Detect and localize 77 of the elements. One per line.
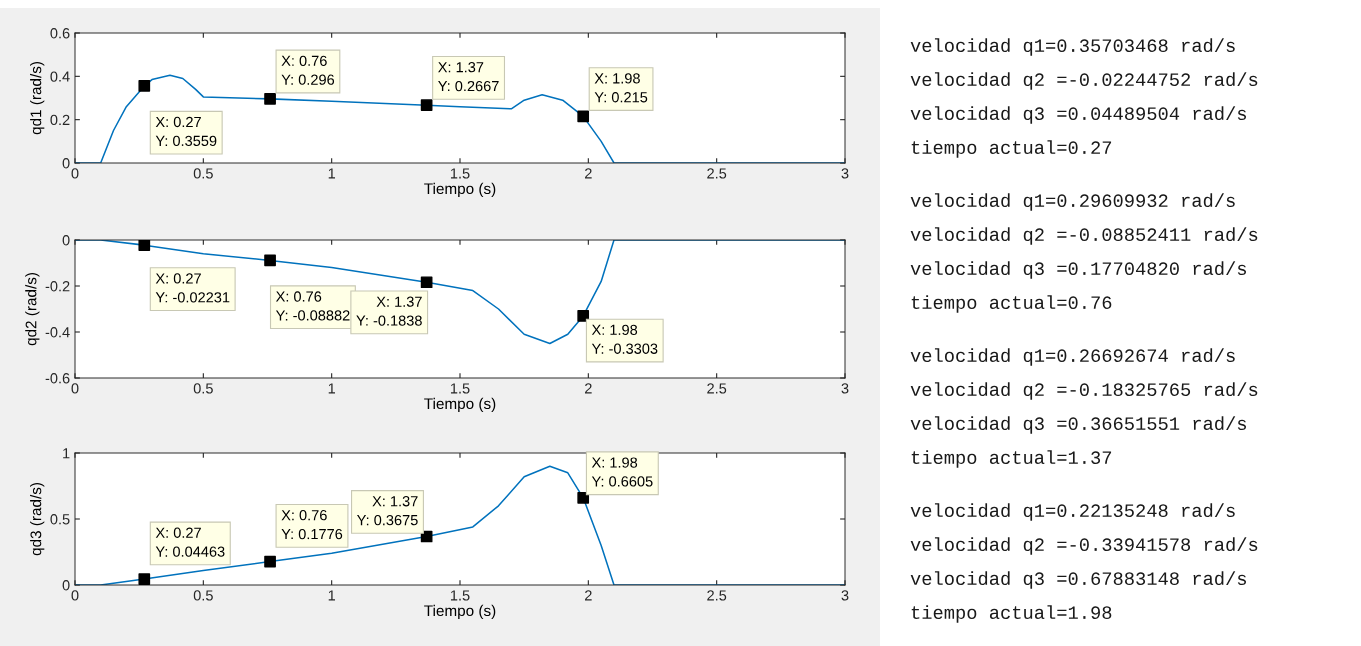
annotation: X: 0.76 Y: 0.296 — [281, 55, 335, 85]
x-tick-label: 3 — [841, 168, 849, 179]
annotation: X: 0.27 Y: -0.02231 — [155, 273, 230, 303]
y-tick-label: 0 — [62, 158, 70, 169]
annotation: X: 1.98 Y: -0.3303 — [591, 324, 658, 354]
y-tick-label: 0.5 — [50, 514, 70, 525]
x-tick-label: 1 — [328, 590, 336, 601]
point — [420, 276, 433, 289]
text: tiempo actual=0.76 — [911, 295, 1112, 313]
point — [138, 240, 151, 251]
x-tick-label: 0.5 — [193, 168, 213, 179]
x-tick-label: 2 — [585, 590, 592, 601]
x-tick-label: 2 — [585, 383, 592, 394]
text: velocidad q1=0.29609932 rad/s — [910, 193, 1235, 211]
x-tick-label: 2.5 — [707, 383, 727, 394]
text: velocidad q3 =0.36651551 rad/s — [910, 416, 1247, 434]
point — [138, 573, 151, 585]
y-tick-label: -0.2 — [45, 281, 70, 292]
text: tiempo actual=1.37 — [911, 450, 1112, 468]
y-axis-title: qd1 (rad/s) — [30, 62, 45, 135]
x-tick-label: 3 — [841, 590, 849, 601]
annotation: X: 0.76 Y: -0.08882 — [275, 291, 350, 321]
annotation: X: 0.27 Y: 0.04463 — [155, 527, 225, 557]
y-tick-label: 0.4 — [50, 71, 70, 82]
x-tick-label: 0.5 — [193, 383, 213, 394]
x-tick-label: 2.5 — [707, 590, 727, 601]
annotation: X: 1.37 Y: 0.2667 — [438, 62, 499, 92]
annotation: X: 1.98 Y: 0.6605 — [591, 457, 653, 487]
text: velocidad q1=0.22135248 rad/s — [910, 503, 1235, 521]
y-tick-label: 0.6 — [50, 28, 70, 39]
y-axis-title: qd3 (rad/s) — [30, 483, 45, 556]
point — [264, 555, 276, 568]
x-axis-title: Tiempo (s) — [424, 397, 496, 413]
x-tick-label: 1.5 — [450, 383, 470, 394]
x-tick-label: 0 — [71, 383, 79, 394]
point — [577, 310, 590, 322]
text: tiempo actual=0.27 — [911, 140, 1112, 158]
text: velocidad q1=0.35703468 rad/s — [910, 38, 1235, 56]
annotation: X: 1.98 Y: 0.215 — [594, 73, 648, 103]
x-tick-label: 1.5 — [450, 168, 470, 179]
text: velocidad q1=0.26692674 rad/s — [910, 348, 1235, 366]
point — [577, 110, 590, 123]
text: velocidad q2 =-0.02244752 rad/s — [910, 72, 1258, 90]
point — [264, 93, 276, 105]
x-tick-label: 1 — [328, 168, 336, 179]
y-tick-label: -0.4 — [45, 327, 70, 338]
point — [264, 254, 276, 267]
x-tick-label: 0.5 — [193, 590, 213, 601]
y-tick-label: 0 — [62, 580, 70, 591]
y-tick-label: 0 — [62, 235, 70, 246]
annotation: X: 0.27 Y: 0.3559 — [155, 116, 217, 147]
x-tick-label: 2 — [585, 168, 592, 179]
text: velocidad q2 =-0.33941578 rad/s — [910, 537, 1258, 555]
x-tick-label: 0 — [71, 168, 79, 179]
x-tick-label: 1 — [328, 383, 336, 394]
y-axis-title: qd2 (rad/s) — [25, 273, 40, 346]
x-tick-label: 0 — [71, 590, 79, 601]
text: velocidad q3 =0.17704820 rad/s — [910, 261, 1247, 279]
text: velocidad q2 =-0.18325765 rad/s — [910, 382, 1258, 400]
point — [577, 491, 590, 504]
annotation: X: 0.76 Y: 0.1776 — [281, 510, 343, 540]
y-tick-label: 1 — [63, 448, 70, 459]
x-axis-title: Tiempo (s) — [424, 604, 496, 620]
text: velocidad q2 =-0.08852411 rad/s — [910, 227, 1258, 245]
x-tick-label: 3 — [841, 383, 849, 394]
x-tick-label: 2.5 — [707, 168, 727, 179]
text: velocidad q3 =0.67883148 rad/s — [910, 571, 1247, 589]
x-axis-title: Tiempo (s) — [424, 182, 496, 198]
y-tick-label: 0.2 — [50, 114, 70, 126]
text: velocidad q3 =0.04489504 rad/s — [910, 106, 1247, 124]
x-tick-label: 1.5 — [450, 590, 470, 601]
point — [138, 80, 151, 92]
annotation: X: 1.37 Y: 0.3675 — [356, 496, 418, 526]
annotation: X: 1.37 Y: -0.1838 — [356, 296, 422, 326]
text: tiempo actual=1.98 — [911, 605, 1112, 623]
y-tick-label: -0.6 — [45, 373, 70, 384]
point — [420, 99, 433, 112]
